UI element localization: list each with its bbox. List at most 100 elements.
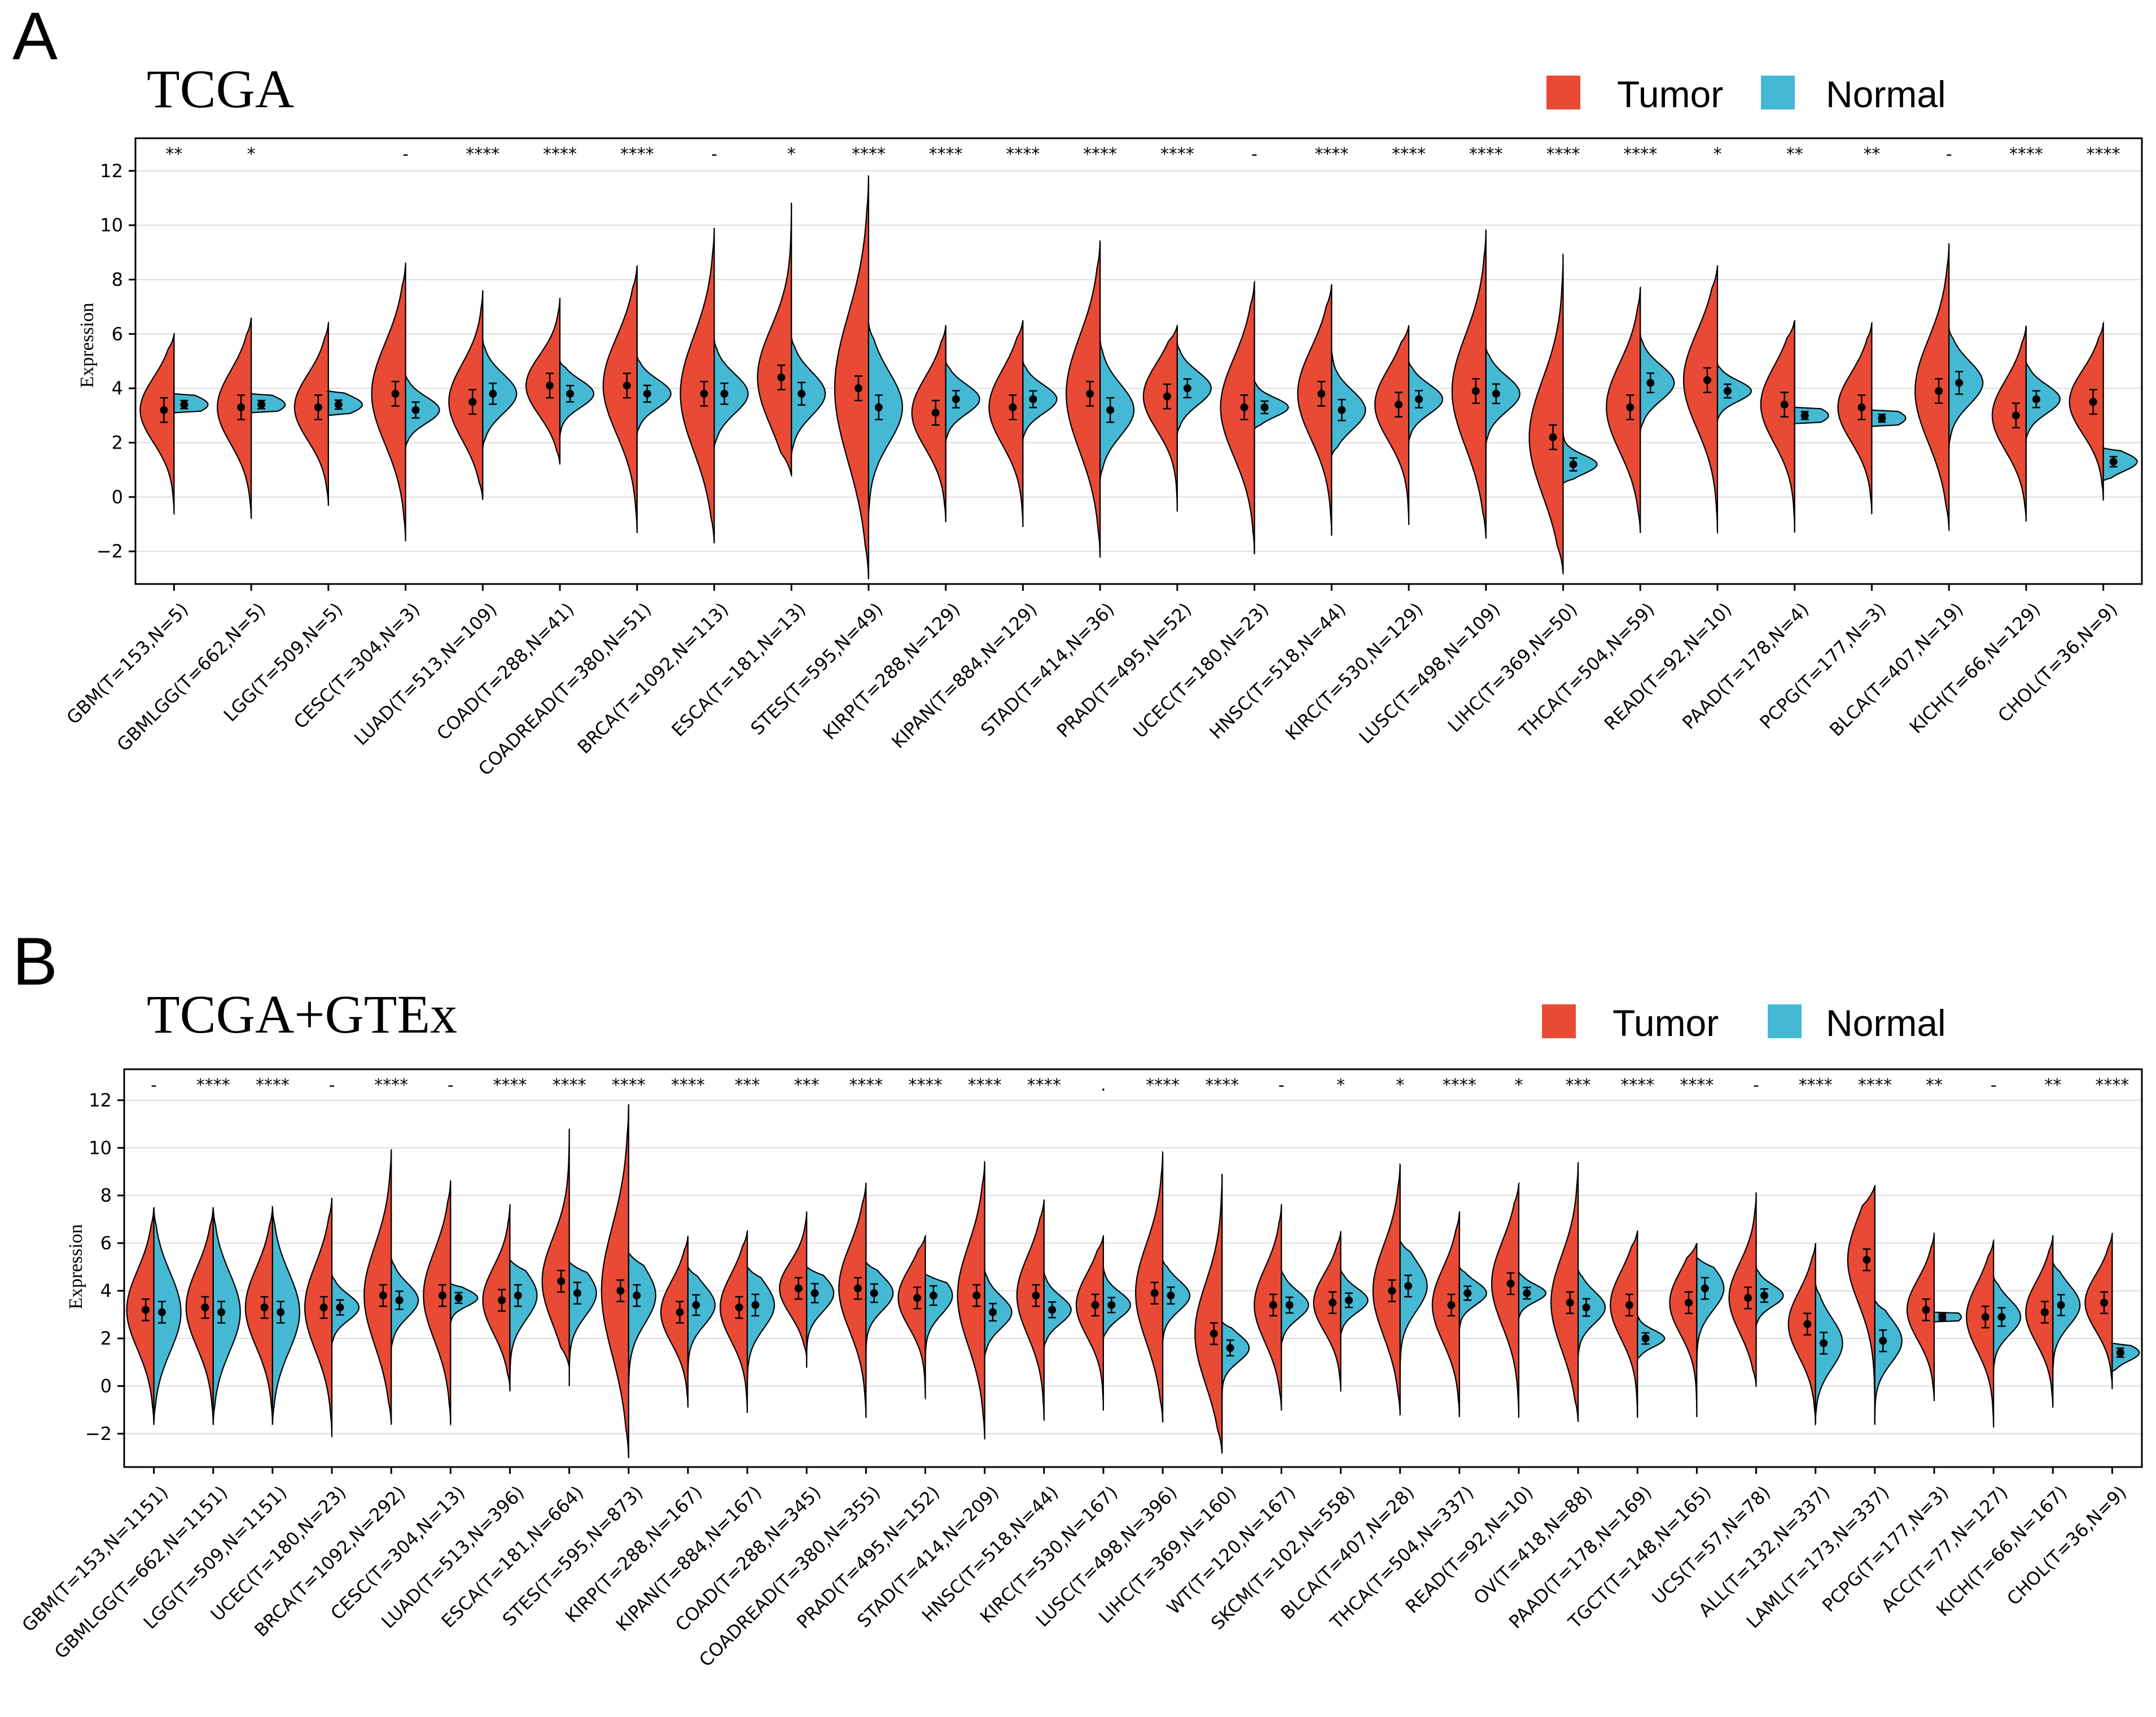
median-point-normal-read	[1523, 1289, 1531, 1297]
x-tick-label-esca: ESCA(T=181,N=13)	[668, 599, 810, 741]
violin-normal-paad	[1637, 1314, 1666, 1361]
violin-tumor-chol	[2069, 321, 2104, 502]
significance-ucec: -	[329, 1075, 335, 1095]
median-point-normal-stes	[874, 403, 883, 411]
median-point-normal-kirp	[952, 395, 960, 403]
x-tick-label-kirp: KIRP(T=288,N=129)	[819, 599, 965, 744]
x-tick-label-ucec: UCEC(T=180,N=23)	[1129, 599, 1273, 743]
violin-tumor-kirc	[1374, 324, 1410, 525]
panel-letter-a: A	[12, 0, 58, 74]
median-point-tumor-stad	[972, 1292, 981, 1300]
significance-ov: ***	[1566, 1075, 1591, 1095]
violin-normal-ov	[1577, 1269, 1606, 1358]
median-point-normal-laml	[1879, 1337, 1887, 1345]
violin-normal-coad	[559, 360, 594, 440]
violin-tumor-brca	[680, 227, 715, 544]
y-tick-label: 6	[100, 1232, 112, 1254]
median-point-normal-lihc	[1569, 460, 1577, 469]
median-point-tumor-ucec	[1240, 403, 1248, 411]
violin-tumor-gbmlgg	[217, 317, 252, 519]
median-point-normal-lusc	[1167, 1292, 1175, 1300]
y-tick-label: 4	[112, 377, 123, 399]
median-point-tumor-thca	[1626, 403, 1634, 411]
median-point-normal-hnsc	[1048, 1306, 1057, 1314]
panel-a-legend: Tumor Normal	[1546, 73, 1946, 115]
violin-normal-cesc	[449, 1282, 479, 1326]
median-point-tumor-lusc	[1471, 387, 1480, 395]
median-point-tumor-lihc	[1210, 1329, 1218, 1338]
median-point-tumor-kirc	[1091, 1301, 1099, 1309]
violin-normal-lusc	[1485, 346, 1520, 446]
significance-stes: ****	[612, 1075, 646, 1095]
panel-a-plot: −2024681012**GBM(T=153,N=5)*GBMLGG(T=662…	[62, 137, 2143, 780]
median-point-tumor-brca	[379, 1292, 387, 1300]
x-tick-label-thca: THCA(T=504,N=59)	[1515, 599, 1659, 743]
median-point-tumor-gbmlgg	[237, 403, 246, 411]
median-point-tumor-paad	[1780, 401, 1789, 409]
violin-normal-kirc	[1408, 360, 1444, 443]
significance-read: *	[1713, 144, 1721, 164]
median-point-normal-gbm	[180, 401, 189, 409]
median-point-normal-kich	[2057, 1301, 2065, 1309]
median-point-tumor-cesc	[391, 389, 400, 398]
significance-esca: ****	[553, 1075, 586, 1095]
legend-normal-label: Normal	[1826, 73, 1946, 115]
x-tick-label-luad: LUAD(T=513,N=109)	[350, 599, 501, 750]
median-point-normal-brca	[720, 389, 729, 398]
significance-hnsc: ****	[1314, 144, 1348, 164]
violin-tumor-laml	[1847, 1184, 1875, 1425]
median-point-normal-blca	[1955, 379, 1964, 387]
violin-tumor-read	[1683, 265, 1719, 534]
significance-lusc: ****	[1469, 144, 1503, 164]
significance-kirc: ****	[1392, 144, 1426, 164]
significance-coadread: ****	[849, 1075, 883, 1095]
violin-tumor-acc	[1966, 1238, 1995, 1428]
violin-tumor-cesc	[423, 1179, 452, 1426]
median-point-normal-chol	[2116, 1349, 2124, 1357]
violin-normal-gbmlgg	[212, 1207, 241, 1425]
median-point-normal-cesc	[411, 406, 420, 414]
significance-kich: **	[2044, 1075, 2061, 1095]
significance-laml: ****	[1858, 1075, 1892, 1095]
median-point-tumor-lgg	[314, 403, 322, 411]
median-point-tumor-stad	[1086, 389, 1094, 398]
plot-frame	[134, 137, 2143, 585]
median-point-normal-coadread	[870, 1289, 878, 1297]
significance-kich: ****	[2009, 144, 2043, 164]
violin-tumor-hnsc	[1016, 1199, 1045, 1422]
y-tick-label: 10	[89, 1137, 112, 1158]
median-point-normal-kirp	[692, 1301, 700, 1309]
median-point-tumor-hnsc	[1032, 1292, 1040, 1300]
significance-blca: -	[1946, 144, 1952, 164]
significance-gbm: **	[165, 144, 182, 164]
median-point-normal-coad	[810, 1289, 819, 1297]
x-tick-label-stes: STES(T=595,N=49)	[746, 599, 887, 739]
violin-normal-paad	[1792, 406, 1829, 425]
violin-normal-lgg	[271, 1205, 301, 1425]
median-point-normal-stad	[1106, 406, 1115, 414]
x-tick-label-gbmlgg: GBMLGG(T=662,N=5)	[112, 599, 269, 756]
significance-paad: **	[1786, 144, 1803, 164]
violin-normal-hnsc	[1330, 346, 1366, 457]
median-point-tumor-skcm	[1329, 1298, 1337, 1307]
violin-tumor-stes	[834, 174, 870, 580]
violin-tumor-gbmlgg	[185, 1207, 214, 1425]
median-point-tumor-acc	[1981, 1313, 1990, 1321]
violin-normal-ucec	[1254, 380, 1289, 430]
median-point-normal-all	[1820, 1339, 1828, 1347]
significance-cesc: -	[448, 1075, 454, 1095]
median-point-tumor-cesc	[438, 1292, 446, 1300]
median-point-normal-skcm	[1344, 1296, 1353, 1305]
violin-normal-prad	[1176, 341, 1212, 436]
violin-tumor-kich	[1991, 326, 2027, 522]
median-point-normal-esca	[573, 1289, 582, 1297]
significance-stad: ****	[968, 1075, 1002, 1095]
median-point-normal-read	[1723, 387, 1732, 395]
median-point-tumor-stes	[616, 1286, 625, 1295]
violin-normal-all	[1815, 1283, 1843, 1424]
median-point-tumor-luad	[498, 1296, 506, 1305]
median-point-tumor-chol	[2100, 1298, 2109, 1307]
violin-normal-brca	[713, 339, 749, 449]
violin-normal-coad	[806, 1265, 835, 1369]
x-tick-label-kirc: KIRC(T=530,N=129)	[1281, 599, 1427, 745]
